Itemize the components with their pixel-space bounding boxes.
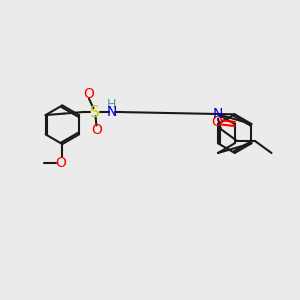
Text: O: O — [56, 156, 66, 170]
Text: O: O — [83, 87, 94, 101]
Text: H: H — [107, 98, 116, 111]
Text: O: O — [212, 115, 222, 129]
Text: S: S — [90, 105, 100, 120]
Text: O: O — [91, 123, 102, 137]
Text: N: N — [106, 105, 117, 119]
Text: N: N — [213, 107, 223, 121]
